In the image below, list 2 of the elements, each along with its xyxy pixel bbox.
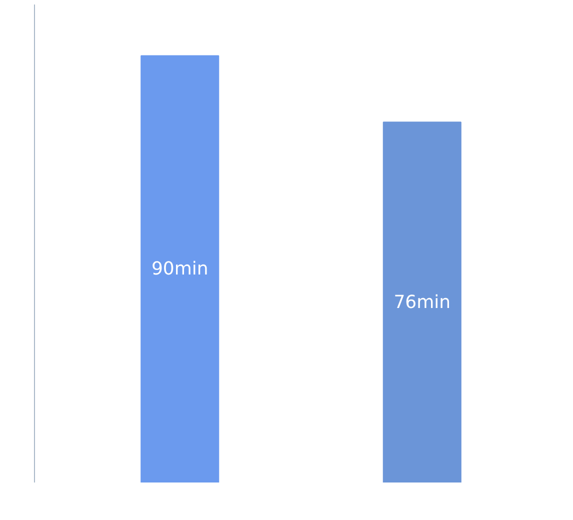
data-label: 90min [151, 258, 208, 280]
data-label: 76min [394, 292, 451, 313]
